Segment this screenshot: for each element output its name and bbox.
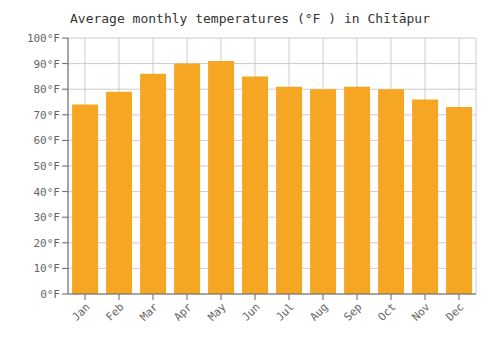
svg-text:100°F: 100°F [27,32,60,45]
svg-text:Nov: Nov [409,300,433,324]
svg-text:20°F: 20°F [34,237,61,250]
svg-text:May: May [205,300,229,324]
svg-text:10°F: 10°F [34,262,61,275]
svg-text:Apr: Apr [171,300,195,324]
svg-text:Jul: Jul [273,300,296,323]
svg-text:Oct: Oct [375,300,398,323]
svg-text:50°F: 50°F [34,160,61,173]
svg-text:0°F: 0°F [40,288,60,301]
svg-text:Mar: Mar [137,300,161,324]
svg-text:60°F: 60°F [34,134,61,147]
svg-text:Dec: Dec [443,300,466,323]
svg-text:Feb: Feb [103,300,126,323]
svg-text:40°F: 40°F [34,186,61,199]
svg-text:80°F: 80°F [34,83,61,96]
svg-text:Jan: Jan [69,300,92,323]
svg-text:Sep: Sep [341,300,364,323]
svg-text:30°F: 30°F [34,211,61,224]
svg-text:90°F: 90°F [34,58,61,71]
svg-text:Jun: Jun [239,300,262,323]
html-text:Average monthly temperatures (: Average monthly temperatures (°F ) in Ch… [70,11,430,26]
svg-text:70°F: 70°F [34,109,61,122]
svg-text:Aug: Aug [307,300,330,323]
